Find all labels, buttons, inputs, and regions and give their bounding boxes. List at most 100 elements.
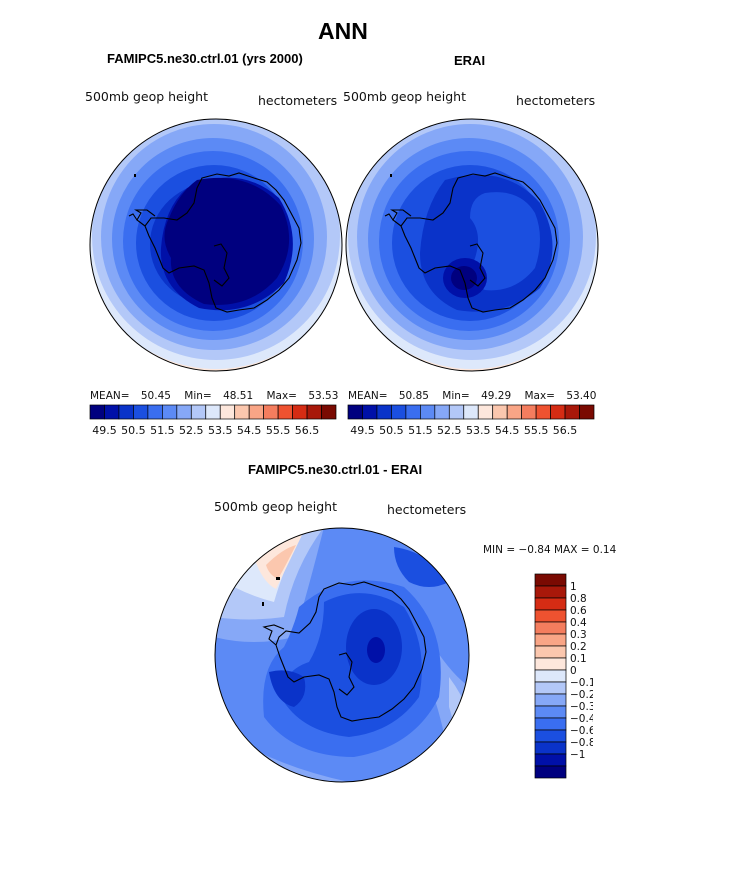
obs-colorbar-ticks: 49.5 50.5 51.5 52.5 53.5 54.5 55.5 56.5 xyxy=(350,424,577,437)
model-colorbar-swatch xyxy=(234,404,250,420)
model-colorbar-tick-label: 52.5 xyxy=(179,424,204,437)
diff-colorbar-tick-label: 0 xyxy=(570,665,577,677)
diff-colorbar-tick-label: 0.4 xyxy=(570,617,587,629)
difference-polar-map xyxy=(214,527,470,783)
diff-colorbar-tick-label: −0.2 xyxy=(570,689,593,701)
diff-minmax: MIN = −0.84 MAX = 0.14 xyxy=(483,544,617,556)
diff-colorbar-swatch xyxy=(534,741,567,755)
model-colorbar-swatch xyxy=(205,404,221,420)
obs-colorbar-swatch xyxy=(564,404,580,420)
obs-colorbar-swatch xyxy=(448,404,465,420)
diff-colorbar-swatch xyxy=(534,597,567,611)
diff-colorbar-swatch xyxy=(534,645,567,659)
obs-stats: MEAN= 50.85 Min= 49.29 Max= 53.40 xyxy=(348,390,596,402)
model-colorbar-swatch xyxy=(292,404,308,420)
model-colorbar-swatch xyxy=(147,404,163,420)
obs-colorbar-swatch xyxy=(579,404,595,420)
model-colorbar-swatch xyxy=(306,404,322,420)
model-panel-title: FAMIPC5.ne30.ctrl.01 (yrs 2000) xyxy=(107,51,303,66)
diff-colorbar-tick-label: −0.3 xyxy=(570,701,593,713)
diff-colorbar-swatch xyxy=(534,693,567,707)
diff-variable-label: 500mb geop height xyxy=(214,499,337,514)
diff-colorbar-swatch xyxy=(534,765,567,779)
model-colorbar-swatch xyxy=(118,404,134,420)
obs-colorbar-swatch xyxy=(376,404,392,420)
diff-colorbar-swatch xyxy=(534,633,567,647)
obs-polar-map xyxy=(345,118,599,372)
diff-colorbar-ticks: 10.80.60.40.30.20.10−0.1−0.2−0.3−0.4−0.6… xyxy=(570,581,593,761)
diff-colorbar-swatches xyxy=(534,573,567,779)
model-colorbar-tick-label: 55.5 xyxy=(266,424,291,437)
diff-colorbar-tick-label: 1 xyxy=(570,581,577,593)
diff-colorbar-tick-label: 0.1 xyxy=(570,653,587,665)
model-colorbar-tick-label: 49.5 xyxy=(92,424,117,437)
model-mean-value: 50.45 xyxy=(140,390,171,402)
obs-max-label: Max= xyxy=(524,390,555,402)
model-colorbar-swatch xyxy=(176,404,192,420)
model-colorbar-tick-label: 54.5 xyxy=(237,424,261,437)
page-title: ANN xyxy=(318,18,368,44)
model-colorbar-swatch xyxy=(190,404,207,420)
obs-colorbar-tick-label: 55.5 xyxy=(524,424,549,437)
obs-colorbar-swatch xyxy=(550,404,566,420)
diff-colorbar-swatch xyxy=(534,609,567,623)
model-colorbar-tick-label: 56.5 xyxy=(295,424,320,437)
model-colorbar-swatch xyxy=(219,404,236,420)
model-colorbar-swatch xyxy=(263,404,279,420)
diff-colorbar-swatch xyxy=(534,621,567,635)
obs-min-label: Min= xyxy=(442,390,470,402)
model-colorbar-tick-label: 53.5 xyxy=(208,424,233,437)
obs-colorbar-tick-label: 56.5 xyxy=(553,424,578,437)
model-variable-label: 500mb geop height xyxy=(85,89,208,104)
obs-max-value: 53.40 xyxy=(566,390,597,402)
diff-colorbar-tick-label: −0.4 xyxy=(570,713,593,725)
obs-colorbar-tick-label: 53.5 xyxy=(466,424,491,437)
diff-colorbar-swatch xyxy=(534,753,567,767)
obs-units-label: hectometers xyxy=(516,93,596,108)
model-colorbar-swatch xyxy=(277,404,293,420)
obs-colorbar-swatch xyxy=(506,404,522,420)
diff-colorbar-tick-label: −0.8 xyxy=(570,737,593,749)
model-colorbar-ticks: 49.5 50.5 51.5 52.5 53.5 54.5 55.5 56.5 xyxy=(92,424,319,437)
obs-mean-label: MEAN= xyxy=(348,390,388,402)
diff-colorbar-tick-label: 0.8 xyxy=(570,593,587,605)
obs-variable-label: 500mb geop height xyxy=(343,89,466,104)
obs-colorbar-swatch xyxy=(434,404,450,420)
obs-mean-value: 50.85 xyxy=(398,390,429,402)
diff-colorbar-tick-label: −0.1 xyxy=(570,677,593,689)
obs-colorbar-tick-label: 50.5 xyxy=(379,424,404,437)
diff-units-label: hectometers xyxy=(387,502,467,517)
obs-colorbar-tick-label: 51.5 xyxy=(408,424,433,437)
diff-colorbar-swatch xyxy=(534,705,567,719)
obs-colorbar-swatch xyxy=(420,404,436,420)
diff-colorbar-tick-label: 0.2 xyxy=(570,641,587,653)
diff-colorbar-swatch xyxy=(534,729,567,743)
model-min-label: Min= xyxy=(184,390,212,402)
model-colorbar-swatch xyxy=(133,404,149,420)
obs-colorbar-tick-label: 54.5 xyxy=(495,424,520,437)
model-colorbar-swatch xyxy=(104,404,120,420)
model-min-value: 48.51 xyxy=(223,390,254,402)
diff-colorbar-tick-label: −0.6 xyxy=(570,725,593,737)
model-max-value: 53.53 xyxy=(308,390,339,402)
model-colorbar-tick-label: 51.5 xyxy=(150,424,175,437)
model-colorbar-swatch xyxy=(89,404,105,420)
obs-panel-title: ERAI xyxy=(454,53,486,68)
diff-panel-title: FAMIPC5.ne30.ctrl.01 - ERAI xyxy=(248,462,423,477)
diff-colorbar: 10.80.60.40.30.20.10−0.1−0.2−0.3−0.4−0.6… xyxy=(534,573,593,779)
diff-colorbar-swatch xyxy=(534,681,567,695)
model-colorbar: 49.5 50.5 51.5 52.5 53.5 54.5 55.5 56.5 xyxy=(89,404,337,437)
model-stats: MEAN= 50.45 Min= 48.51 Max= 53.53 xyxy=(90,390,338,402)
diff-colorbar-swatch xyxy=(534,669,567,683)
diff-colorbar-tick-label: 0.3 xyxy=(570,629,587,641)
obs-colorbar-swatch xyxy=(535,404,551,420)
diff-colorbar-swatch xyxy=(534,573,567,587)
obs-colorbar-swatch xyxy=(362,404,378,420)
obs-colorbar-swatch xyxy=(477,404,494,420)
model-colorbar-swatches xyxy=(89,404,337,420)
model-mean-label: MEAN= xyxy=(90,390,130,402)
obs-colorbar-tick-label: 49.5 xyxy=(350,424,375,437)
obs-colorbar-swatch xyxy=(391,404,407,420)
diff-colorbar-swatch xyxy=(534,657,567,671)
obs-colorbar: 49.5 50.5 51.5 52.5 53.5 54.5 55.5 56.5 xyxy=(347,404,595,437)
